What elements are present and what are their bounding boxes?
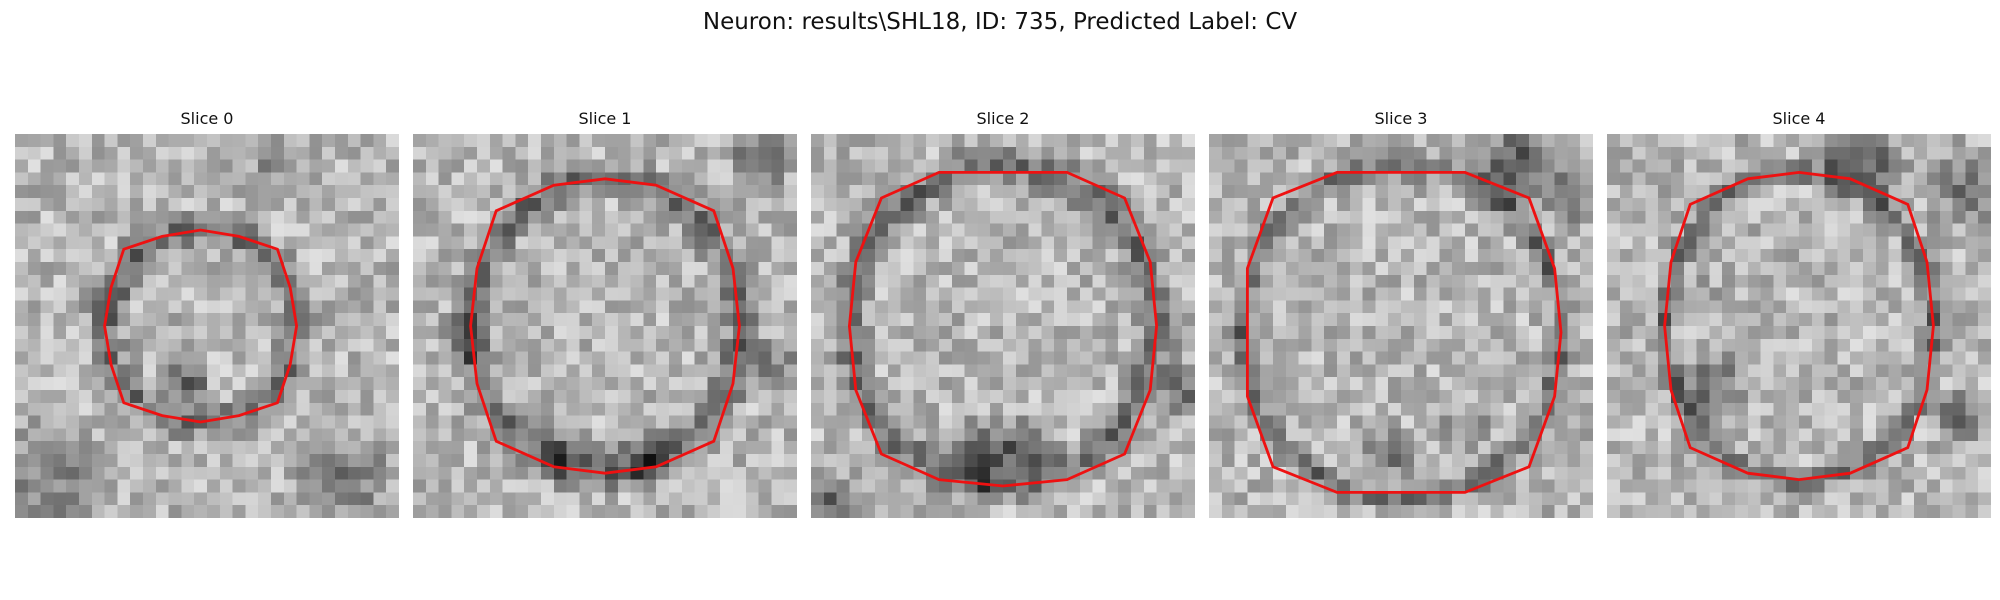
slice-image [1607, 134, 1991, 518]
slice-title: Slice 0 [180, 109, 234, 128]
slice-title: Slice 2 [976, 109, 1030, 128]
cell-contour [103, 228, 299, 424]
slice-image [15, 134, 399, 518]
slice-image [1209, 134, 1593, 518]
slice-image [811, 134, 1195, 518]
cell-contour [1245, 170, 1563, 494]
cell-contour [469, 177, 741, 475]
slice-image [413, 134, 797, 518]
cell-contour [847, 170, 1159, 488]
figure-title: Neuron: results\SHL18, ID: 735, Predicte… [702, 9, 1298, 35]
cell-contour [1663, 170, 1935, 482]
slice-title: Slice 1 [578, 109, 632, 128]
slice-title: Slice 3 [1374, 109, 1428, 128]
slice-title: Slice 4 [1772, 109, 1826, 128]
